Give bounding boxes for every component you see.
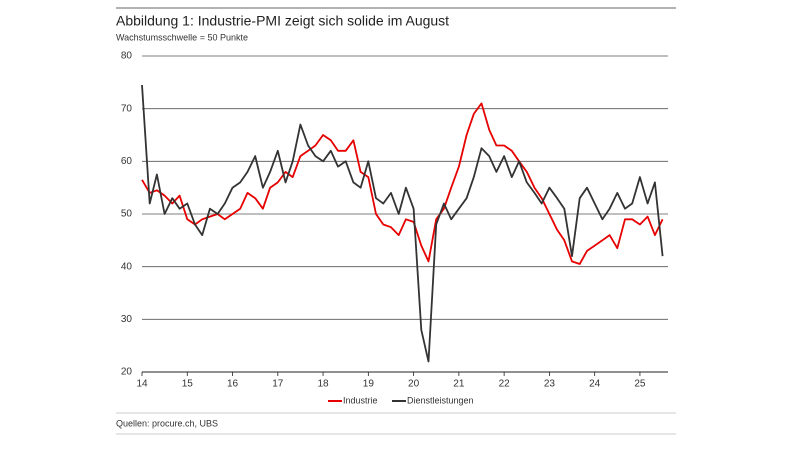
chart-title: Abbildung 1: Industrie-PMI zeigt sich so… — [116, 13, 449, 29]
x-tick-label: 19 — [363, 379, 375, 390]
chart-subtitle: Wachstumsschwelle = 50 Punkte — [116, 32, 248, 42]
source: Quellen: procure.ch, UBS — [116, 418, 218, 428]
y-tick-label: 20 — [121, 367, 133, 378]
y-tick-label: 40 — [121, 261, 133, 272]
x-tick-label: 14 — [136, 379, 148, 390]
x-tick-label: 22 — [499, 379, 511, 390]
x-tick-label: 20 — [408, 379, 420, 390]
x-tick-label: 25 — [634, 379, 646, 390]
legend-label: Dienstleistungen — [407, 395, 474, 405]
y-tick-label: 50 — [121, 209, 133, 220]
y-tick-label: 70 — [121, 103, 133, 114]
x-tick-label: 17 — [272, 379, 284, 390]
series-line — [141, 84, 664, 363]
series-line — [141, 102, 664, 265]
x-tick-label: 21 — [453, 379, 465, 390]
y-tick-label: 80 — [121, 51, 133, 62]
x-tick-label: 23 — [544, 379, 556, 390]
legend-label: Industrie — [343, 395, 378, 405]
x-tick-label: 15 — [182, 379, 194, 390]
y-tick-label: 30 — [121, 314, 133, 325]
x-tick-label: 24 — [589, 379, 601, 390]
x-tick-label: 16 — [227, 379, 239, 390]
x-tick-label: 18 — [318, 379, 330, 390]
y-tick-label: 60 — [121, 156, 133, 167]
